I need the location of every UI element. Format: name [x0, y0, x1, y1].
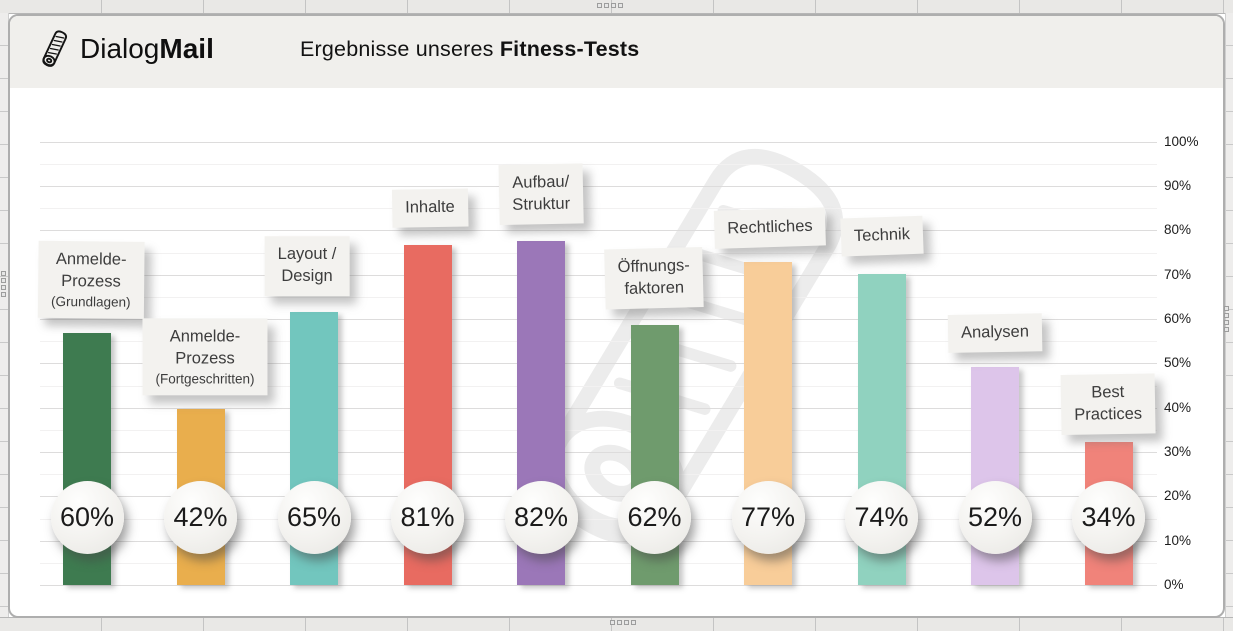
y-axis-tick-label: 10%	[1164, 532, 1192, 548]
category-label[interactable]: Inhalte	[391, 188, 469, 228]
category-label-line: Analysen	[960, 322, 1030, 342]
gridline	[40, 274, 1157, 276]
category-label-line: Struktur	[512, 194, 571, 214]
category-label-subline: (Fortgeschritten)	[155, 370, 255, 386]
category-label-line: Design	[281, 267, 333, 285]
y-axis-tick-label: 70%	[1164, 266, 1192, 282]
chart-title: Ergebnisse unseres Fitness-Tests	[300, 37, 639, 62]
gridline	[40, 230, 1157, 232]
category-label-line: Prozess	[175, 349, 235, 368]
category-label[interactable]: Best Practices	[1060, 373, 1156, 435]
logo-text-regular: Dialog	[80, 33, 160, 64]
category-label-line: faktoren	[624, 278, 685, 298]
gridline	[40, 141, 1157, 143]
category-label-line: Rechtliches	[727, 216, 813, 238]
y-axis-tick-label: 80%	[1164, 222, 1192, 238]
gridline	[40, 474, 1157, 476]
logo: DialogMail	[38, 27, 214, 71]
gridline	[40, 562, 1157, 564]
category-label-line: Inhalte	[405, 197, 455, 217]
y-axis-tick-label: 20%	[1164, 488, 1192, 504]
gridline	[40, 208, 1157, 210]
category-label-line: Best	[1091, 382, 1125, 402]
category-label-line: Anmelde-	[55, 249, 127, 269]
y-axis-tick-label: 50%	[1164, 355, 1192, 371]
chart-header-band	[10, 16, 1223, 88]
gridline	[40, 540, 1157, 542]
value-circle[interactable]: 77%	[731, 480, 805, 554]
gridline	[40, 186, 1157, 188]
category-label[interactable]: Öffnungs-faktoren	[604, 246, 704, 310]
gridline	[40, 452, 1157, 453]
logo-text: DialogMail	[80, 33, 214, 65]
category-label[interactable]: Layout / Design	[264, 236, 350, 296]
y-axis-tick-label: 30%	[1164, 444, 1192, 459]
gridline	[40, 296, 1157, 298]
resize-handle-left[interactable]	[1, 271, 6, 297]
category-label-line: Practices	[1074, 404, 1143, 424]
sheet-row-top	[0, 0, 1233, 14]
value-circle[interactable]: 62%	[618, 480, 691, 554]
gridline	[40, 363, 1157, 365]
y-axis-tick-label: 0%	[1164, 577, 1184, 592]
y-axis-tick-label: 40%	[1164, 399, 1192, 415]
value-circle[interactable]: 42%	[164, 480, 237, 554]
category-label[interactable]: Aufbau/Struktur	[498, 163, 584, 225]
value-circle[interactable]: 60%	[50, 480, 124, 554]
value-circle[interactable]: 74%	[845, 480, 918, 554]
sheet-row-bottom	[0, 617, 1233, 631]
gridline	[40, 496, 1157, 498]
value-circle[interactable]: 81%	[391, 480, 464, 554]
value-circle[interactable]: 52%	[958, 480, 1032, 554]
gridline	[40, 385, 1157, 387]
y-axis-tick-label: 60%	[1164, 311, 1192, 327]
category-label-line: Aufbau/	[512, 172, 570, 192]
gridline	[40, 429, 1157, 431]
chart-title-bold: Fitness-Tests	[499, 37, 640, 61]
category-label-line: Anmelde-	[169, 327, 241, 346]
category-label[interactable]: Anmelde- Prozess (Grundlagen)	[37, 240, 145, 320]
resize-handle-bottom[interactable]	[610, 620, 636, 625]
resize-handle-top[interactable]	[597, 3, 623, 8]
category-label-line: Prozess	[61, 271, 121, 291]
chart-title-regular: Ergebnisse unseres	[300, 37, 494, 61]
gridline	[40, 341, 1157, 343]
category-label[interactable]: Analysen	[947, 313, 1043, 353]
gridline	[40, 518, 1157, 520]
y-axis-tick-label: 100%	[1164, 133, 1199, 149]
gridline	[40, 163, 1157, 165]
category-label-line: Öffnungs-	[617, 256, 690, 277]
category-label[interactable]: Anmelde- Prozess (Fortgeschritten)	[142, 318, 268, 396]
value-circle[interactable]: 82%	[504, 480, 578, 554]
resize-handle-right[interactable]	[1224, 306, 1229, 332]
category-label[interactable]: Rechtliches	[713, 207, 827, 249]
gridline	[40, 319, 1157, 321]
category-label-subline: (Grundlagen)	[50, 293, 131, 310]
value-circle[interactable]: 34%	[1072, 480, 1145, 554]
gridline	[40, 252, 1157, 254]
category-label[interactable]: Technik	[840, 215, 924, 257]
gridline	[40, 585, 1157, 586]
category-label-line: Technik	[853, 225, 911, 246]
gridline	[40, 407, 1157, 409]
value-circle[interactable]: 65%	[277, 480, 351, 554]
newspaper-icon	[42, 30, 68, 67]
category-label-line: Layout /	[277, 245, 337, 264]
y-axis-tick-label: 90%	[1164, 178, 1192, 194]
logo-text-bold: Mail	[159, 33, 214, 64]
